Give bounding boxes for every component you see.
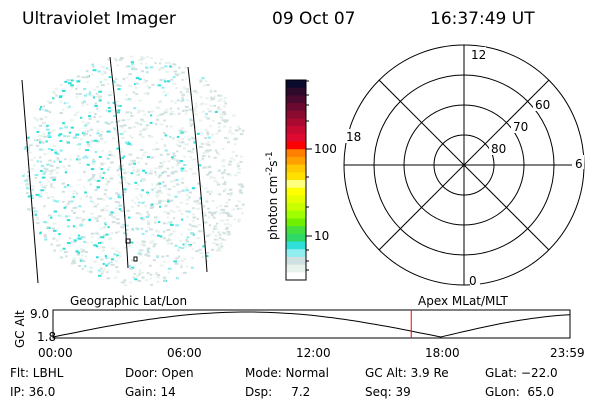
colorbar-band bbox=[286, 103, 306, 112]
colorbar-band bbox=[286, 172, 306, 181]
colorbar bbox=[286, 80, 306, 281]
colorbar-band bbox=[286, 210, 306, 219]
aurora-image bbox=[22, 55, 245, 287]
colorbar-band bbox=[286, 156, 306, 166]
colorbar-band bbox=[286, 141, 306, 150]
colorbar-band bbox=[286, 149, 306, 158]
xtick-1200: 12:00 bbox=[296, 346, 331, 360]
colorbar-band bbox=[286, 241, 306, 250]
colorbar-tick-10: 10 bbox=[314, 229, 329, 243]
door-info: Door: Open bbox=[125, 366, 194, 380]
filter-info: Flt: LBHL bbox=[10, 366, 64, 380]
colorbar-ticks bbox=[306, 80, 312, 271]
colorbar-band bbox=[286, 249, 306, 258]
colorbar-band bbox=[286, 272, 306, 281]
timeline-right-title: Apex MLat/MLT bbox=[418, 294, 508, 308]
colorbar-band bbox=[286, 195, 306, 204]
dsp-info: Dsp: 7.2 bbox=[245, 385, 310, 399]
mlat-60-label: 60 bbox=[535, 98, 550, 112]
xtick-1800: 18:00 bbox=[425, 346, 460, 360]
polar-grid bbox=[343, 44, 585, 286]
colorbar-band bbox=[286, 180, 306, 189]
altitude-curve bbox=[52, 311, 571, 338]
colorbar-band bbox=[286, 256, 306, 266]
colorbar-band bbox=[286, 203, 306, 212]
mlt-12-label: 12 bbox=[471, 48, 486, 62]
timeline-ylabel: GC Alt bbox=[13, 310, 27, 348]
colorbar-band bbox=[286, 95, 306, 104]
colorbar-frame bbox=[285, 79, 307, 281]
mlat-70-label: 70 bbox=[513, 120, 528, 134]
mlat-80-label: 80 bbox=[491, 142, 506, 156]
gain-info: Gain: 14 bbox=[125, 385, 176, 399]
colorbar-band bbox=[286, 80, 306, 89]
time-label: 16:37:49 UT bbox=[430, 9, 535, 29]
mlt-6-label: 6 bbox=[575, 157, 583, 171]
colorbar-band bbox=[286, 164, 306, 173]
mlt-0-label: 0 bbox=[469, 274, 477, 288]
colorbar-band bbox=[286, 218, 306, 227]
colorbar-band bbox=[286, 233, 306, 243]
timeline-frame bbox=[52, 309, 571, 339]
xtick-2359: 23:59 bbox=[550, 346, 585, 360]
colorbar-band bbox=[286, 126, 306, 135]
colorbar-band bbox=[286, 187, 306, 196]
colorbar-unit-label: photon cm-2s-1 bbox=[265, 151, 280, 240]
glat-info: GLat: −22.0 bbox=[485, 366, 558, 380]
colorbar-tick-100: 100 bbox=[314, 142, 337, 156]
seq-info: Seq: 39 bbox=[365, 385, 411, 399]
date-label: 09 Oct 07 bbox=[272, 9, 355, 29]
mlt-18-label: 18 bbox=[346, 130, 361, 144]
instrument-title: Ultraviolet Imager bbox=[22, 9, 176, 29]
xtick-0600: 06:00 bbox=[167, 346, 202, 360]
gc-alt-info: GC Alt: 3.9 Re bbox=[365, 366, 449, 380]
colorbar-band bbox=[286, 133, 306, 143]
glon-info: GLon: 65.0 bbox=[485, 385, 554, 399]
longitude-lines bbox=[21, 56, 208, 284]
timeline-ymax: 9.0 bbox=[30, 307, 49, 321]
xtick-0000: 00:00 bbox=[38, 346, 73, 360]
mode-info: Mode: Normal bbox=[245, 366, 329, 380]
colorbar-band bbox=[286, 226, 306, 235]
colorbar-band bbox=[286, 264, 306, 273]
colorbar-band bbox=[286, 118, 306, 127]
colorbar-band bbox=[286, 87, 306, 96]
timeline-left-title: Geographic Lat/Lon bbox=[70, 294, 187, 308]
timeline-ymin: 1.8 bbox=[37, 330, 56, 344]
ip-info: IP: 36.0 bbox=[10, 385, 55, 399]
colorbar-band bbox=[286, 110, 306, 119]
